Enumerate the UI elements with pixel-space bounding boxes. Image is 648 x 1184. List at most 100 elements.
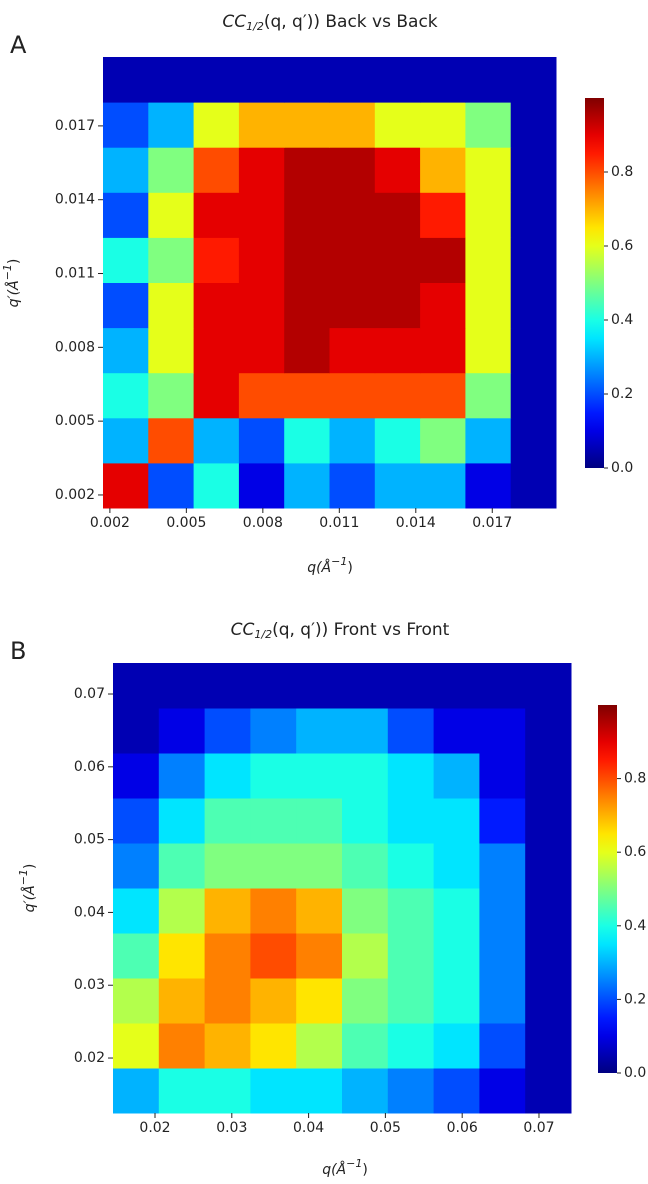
heat-cell <box>433 708 480 754</box>
heat-cell <box>374 282 421 329</box>
heat-cell <box>479 978 526 1024</box>
heat-cell <box>342 798 389 844</box>
heat-cell <box>387 933 435 979</box>
heat-cell <box>238 237 285 283</box>
heat-cell <box>193 417 240 464</box>
heat-cell <box>158 843 206 889</box>
heat-cell <box>374 237 421 283</box>
heat-cell <box>465 282 512 329</box>
heat-cell <box>103 147 149 193</box>
heat-cell <box>329 372 376 419</box>
heat-cell <box>284 57 330 103</box>
heat-cell <box>387 843 435 889</box>
heat-cell <box>329 237 376 283</box>
y-tick-label: 0.017 <box>55 118 95 134</box>
heat-cell <box>113 978 160 1024</box>
heat-cell <box>510 102 557 148</box>
label-sup: −1 <box>17 869 30 885</box>
axis-label: q′(Å−1) <box>1 259 22 308</box>
panel: A CC1/2(q, q′)) Back vs Back 0.002 0.005 0.0… <box>1 12 633 576</box>
colorbar-tick-label: 0.4 <box>624 918 646 934</box>
heat-cell <box>238 417 285 464</box>
heat-cell <box>113 1023 160 1069</box>
heat-cell <box>204 933 251 979</box>
heat-cell <box>374 57 421 103</box>
heat-cell <box>329 192 376 238</box>
heat-cell <box>158 663 206 709</box>
heat-cell <box>510 57 557 103</box>
y-tick-label: 0.014 <box>55 192 95 208</box>
heat-cell <box>465 462 512 509</box>
heat-cell <box>342 1023 389 1069</box>
heat-cell <box>387 888 435 934</box>
heat-cell <box>103 327 149 374</box>
x-tick-label: 0.03 <box>216 1120 247 1136</box>
panel: B CC1/2(q, q′)) Front vs Front 0.02 0.03 0.0… <box>10 620 646 1178</box>
heat-cell <box>284 462 330 509</box>
heat-cell <box>433 1068 480 1114</box>
heat-cell <box>158 1068 206 1114</box>
heat-cell <box>433 663 480 709</box>
heat-cell <box>284 417 330 464</box>
heat-cell <box>420 237 466 283</box>
heat-cell <box>284 192 330 238</box>
heat-cell <box>525 708 572 754</box>
y-tick-label: 0.002 <box>55 487 95 503</box>
heat-cell <box>525 888 572 934</box>
heat-cell <box>420 282 466 329</box>
heat-cell <box>148 102 195 148</box>
heat-cell <box>148 417 195 464</box>
heat-cell <box>204 843 251 889</box>
heat-cell <box>148 327 195 374</box>
colorbar-tick-label: 0.8 <box>611 164 633 180</box>
heat-cell <box>479 888 526 934</box>
heat-cell <box>148 462 195 509</box>
heat-cell <box>250 888 297 934</box>
heat-cell <box>374 327 421 374</box>
heat-cell <box>284 327 330 374</box>
heat-cell <box>103 57 149 103</box>
heat-cell <box>525 753 572 799</box>
heat-cell <box>148 282 195 329</box>
colorbar-tick-label: 0.6 <box>611 238 633 254</box>
heat-cell <box>103 282 149 329</box>
colorbar-tick-label: 0.8 <box>624 771 646 787</box>
label-end: ) <box>362 1162 367 1178</box>
heat-cell <box>329 417 376 464</box>
label-end: ) <box>6 259 22 264</box>
heat-cell <box>238 327 285 374</box>
heat-cell <box>103 372 149 419</box>
heat-cell <box>193 147 240 193</box>
heat-cell <box>193 237 240 283</box>
heat-cell <box>342 1068 389 1114</box>
heat-cell <box>250 708 297 754</box>
heat-cell <box>465 327 512 374</box>
heat-cell <box>148 237 195 283</box>
heat-cell <box>479 753 526 799</box>
heat-cell <box>342 753 389 799</box>
heat-cell <box>342 888 389 934</box>
heat-cell <box>284 102 330 148</box>
heat-cell <box>465 147 512 193</box>
heat-cell <box>204 1023 251 1069</box>
heat-cell <box>250 798 297 844</box>
heat-cell <box>465 417 512 464</box>
label-end: ) <box>347 560 352 576</box>
axis-label: q′(Å−1) <box>17 864 38 913</box>
heat-cell <box>113 798 160 844</box>
heat-cell <box>238 57 285 103</box>
heat-cell <box>510 282 557 329</box>
colorbar-tick-label: 0.2 <box>624 991 646 1007</box>
heat-cell <box>193 192 240 238</box>
heat-cell <box>374 102 421 148</box>
heat-cell <box>525 978 572 1024</box>
heat-cell <box>296 753 343 799</box>
label-sup: −1 <box>346 1157 362 1170</box>
heat-cell <box>420 327 466 374</box>
heat-cell <box>250 1068 297 1114</box>
heat-cell <box>342 663 389 709</box>
y-tick-label: 0.07 <box>74 686 105 702</box>
heat-cell <box>204 753 251 799</box>
colorbar <box>598 705 617 1073</box>
heat-cell <box>342 708 389 754</box>
